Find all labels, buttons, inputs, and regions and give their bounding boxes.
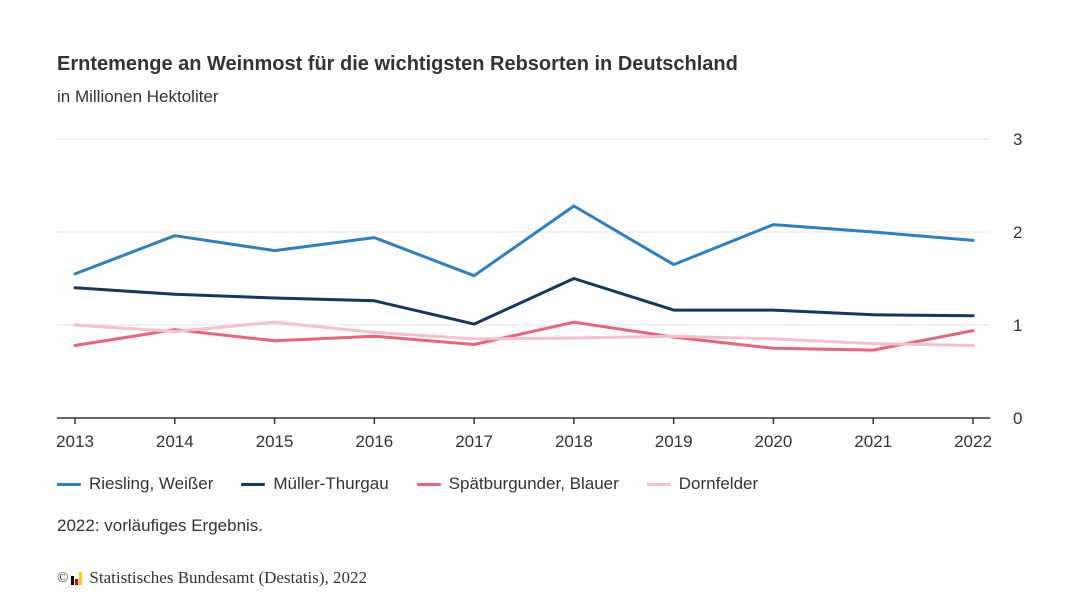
x-tick-label-2018: 2018 xyxy=(555,432,593,451)
legend-label-3: Dornfelder xyxy=(678,474,759,493)
x-tick-label-2014: 2014 xyxy=(156,432,194,451)
series-line-0 xyxy=(73,204,975,278)
y-tick-label-2: 2 xyxy=(1013,223,1022,242)
y-tick-label-1: 1 xyxy=(1013,316,1022,335)
x-tick-label-2021: 2021 xyxy=(854,432,892,451)
legend: Riesling, Weißer Müller-Thurgau Spätburgun… xyxy=(57,474,786,494)
legend-item-0: Riesling, Weißer xyxy=(57,474,213,494)
chart-subtitle: in Millionen Hektoliter xyxy=(57,87,219,106)
legend-label-2: Spätburgunder, Blauer xyxy=(448,474,619,493)
chart-title: Erntemenge an Weinmost für die wichtigst… xyxy=(57,53,738,75)
x-axis-labels: 2013 2014 2015 2016 2017 2018 2019 2020 2021 2022 xyxy=(56,432,992,451)
legend-item-1: Müller-Thurgau xyxy=(241,474,389,494)
x-tick-label-2020: 2020 xyxy=(755,432,793,451)
legend-label-0: Riesling, Weißer xyxy=(89,474,214,493)
x-tick-label-2019: 2019 xyxy=(655,432,693,451)
legend-swatch-2 xyxy=(416,482,441,486)
series-lines xyxy=(73,204,975,352)
y-axis-labels: 0 1 2 3 xyxy=(1013,130,1022,428)
series-line-2 xyxy=(73,320,975,352)
x-tick-label-2017: 2017 xyxy=(455,432,493,451)
x-tick-label-2015: 2015 xyxy=(256,432,294,451)
logo-bar-red xyxy=(75,578,79,585)
source-text: Statistisches Bundesamt (Destatis), 2022 xyxy=(89,568,368,587)
source-line: © Statistisches Bundesamt (Destatis), 20… xyxy=(57,568,367,588)
legend-swatch-0 xyxy=(57,482,81,486)
legend-swatch-1 xyxy=(241,482,266,486)
x-tick-label-2016: 2016 xyxy=(355,432,393,451)
x-tick-label-2013: 2013 xyxy=(56,432,94,451)
legend-swatch-3 xyxy=(646,482,671,486)
series-line-1 xyxy=(73,277,975,326)
legend-label-1: Müller-Thurgau xyxy=(273,474,389,493)
x-axis xyxy=(57,417,990,424)
legend-item-2: Spätburgunder, Blauer xyxy=(416,474,619,494)
y-tick-label-0: 0 xyxy=(1013,409,1022,428)
series-line-3 xyxy=(73,320,975,347)
y-tick-label-3: 3 xyxy=(1013,130,1022,149)
logo-bar-black xyxy=(71,575,75,585)
gridlines xyxy=(57,138,990,326)
x-tick-label-2022: 2022 xyxy=(954,432,992,451)
copyright-symbol: © xyxy=(57,569,69,586)
destatis-logo xyxy=(71,571,83,585)
logo-bar-gold xyxy=(79,571,83,585)
footnote: 2022: vorläufiges Ergebnis. xyxy=(57,516,264,535)
legend-item-3: Dornfelder xyxy=(646,474,759,494)
